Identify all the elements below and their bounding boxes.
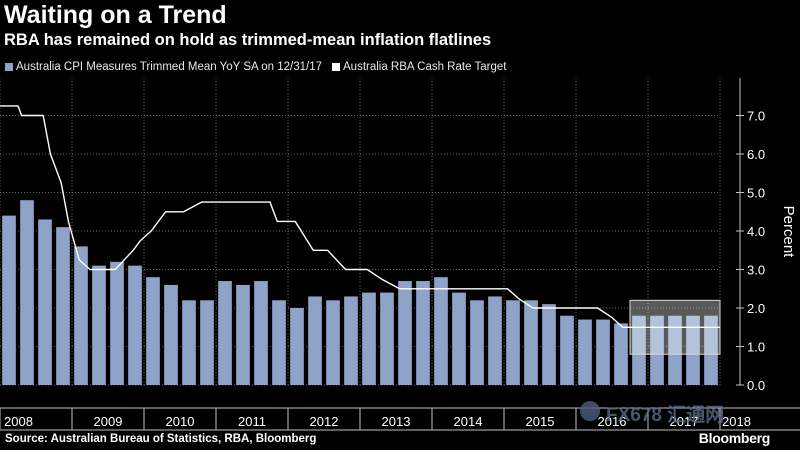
bar-2012Q2 — [308, 296, 322, 385]
legend-swatch-cash-rate — [332, 63, 340, 71]
bar-2008Q3 — [38, 219, 52, 385]
bar-series-cpi — [2, 200, 718, 385]
y-tick-label: 7.0 — [747, 109, 765, 124]
x-tick-label-2010: 2010 — [166, 414, 195, 429]
brand-logo: Bloomberg — [698, 430, 771, 446]
chart-subtitle: RBA has remained on hold as trimmed-mean… — [4, 31, 492, 49]
x-tick-label-2008: 2008 — [4, 414, 33, 429]
x-tick-label-2018: 2018 — [722, 414, 751, 429]
source-note: Source: Australian Bureau of Statistics,… — [5, 433, 317, 445]
bar-2009Q3 — [110, 261, 124, 385]
cash-rate-line — [0, 105, 720, 328]
bar-2011Q4 — [272, 300, 286, 385]
x-tick-label-2009: 2009 — [94, 414, 123, 429]
legend-label-cpi: Australia CPI Measures Trimmed Mean YoY … — [16, 61, 322, 73]
x-axis: 2008 2009 2010 2011 2012 2013 2014 2015 2016 2017… — [0, 407, 800, 431]
bar-2014Q2 — [452, 292, 466, 385]
bar-2009Q1 — [74, 246, 88, 385]
x-tick-label-2012: 2012 — [310, 414, 339, 429]
bar-2010Q3 — [182, 300, 196, 385]
bar-2015Q2 — [524, 300, 538, 385]
chart-legend: Australia CPI Measures Trimmed Mean YoY … — [5, 61, 506, 73]
bar-2010Q2 — [164, 284, 178, 385]
bar-2008Q4 — [56, 227, 70, 385]
bar-2011Q1 — [218, 281, 232, 385]
bar-2013Q1 — [362, 292, 376, 385]
bar-2017Q1 — [650, 315, 664, 385]
bar-2010Q1 — [146, 277, 160, 385]
bar-2009Q2 — [92, 265, 106, 385]
bar-2008Q1 — [2, 215, 16, 385]
bar-2017Q2 — [668, 315, 682, 385]
y-tick-label: 6.0 — [747, 147, 765, 162]
bar-2016Q1 — [578, 319, 592, 385]
y-axis: 0.0 1.0 2.0 3.0 4.0 5.0 6.0 7.0 Percent — [736, 78, 797, 393]
x-tick-label-2015: 2015 — [526, 414, 555, 429]
bar-2013Q4 — [416, 281, 430, 385]
y-tick-label: 0.0 — [747, 378, 765, 393]
y-axis-label: Percent — [780, 206, 797, 259]
bar-2012Q1 — [290, 308, 304, 385]
y-tick-label: 5.0 — [747, 186, 765, 201]
x-tick-label-2013: 2013 — [382, 414, 411, 429]
bar-2013Q3 — [398, 281, 412, 385]
bar-2012Q3 — [326, 300, 340, 385]
bar-2016Q4 — [632, 315, 646, 385]
legend-label-cash-rate: Australia RBA Cash Rate Target — [343, 61, 507, 73]
y-tick-label: 3.0 — [747, 263, 765, 278]
bar-2014Q4 — [488, 296, 502, 385]
bar-2014Q1 — [434, 277, 448, 385]
bar-2009Q4 — [128, 265, 142, 385]
bar-2016Q2 — [596, 319, 610, 385]
bar-2017Q3 — [686, 315, 700, 385]
y-tick-label: 2.0 — [747, 301, 765, 316]
bar-2015Q4 — [560, 315, 574, 385]
legend-swatch-cpi — [5, 63, 13, 71]
line-series-cash-rate — [0, 105, 720, 328]
watermark-text: FX678 汇通网 — [606, 405, 725, 426]
bar-2013Q2 — [380, 292, 394, 385]
y-tick-label: 1.0 — [747, 340, 765, 355]
bar-2012Q4 — [344, 296, 358, 385]
x-tick-label-2017: 2017 — [670, 414, 699, 429]
x-tick-label-2011: 2011 — [238, 414, 266, 429]
bar-2014Q3 — [470, 300, 484, 385]
bar-2008Q2 — [20, 200, 34, 385]
bar-2011Q2 — [236, 284, 250, 385]
bar-2015Q3 — [542, 304, 556, 385]
bar-2016Q3 — [614, 323, 628, 385]
bar-2010Q4 — [200, 300, 214, 385]
x-tick-label-2016: 2016 — [598, 414, 627, 429]
bar-2015Q1 — [506, 300, 520, 385]
y-tick-label: 4.0 — [747, 224, 765, 239]
x-tick-label-2014: 2014 — [454, 414, 483, 429]
bar-2011Q3 — [254, 281, 268, 385]
watermark-logo-icon — [580, 401, 600, 421]
bar-2017Q4 — [704, 315, 718, 385]
grid-lines — [0, 78, 721, 386]
chart-title: Waiting on a Trend — [4, 1, 227, 29]
